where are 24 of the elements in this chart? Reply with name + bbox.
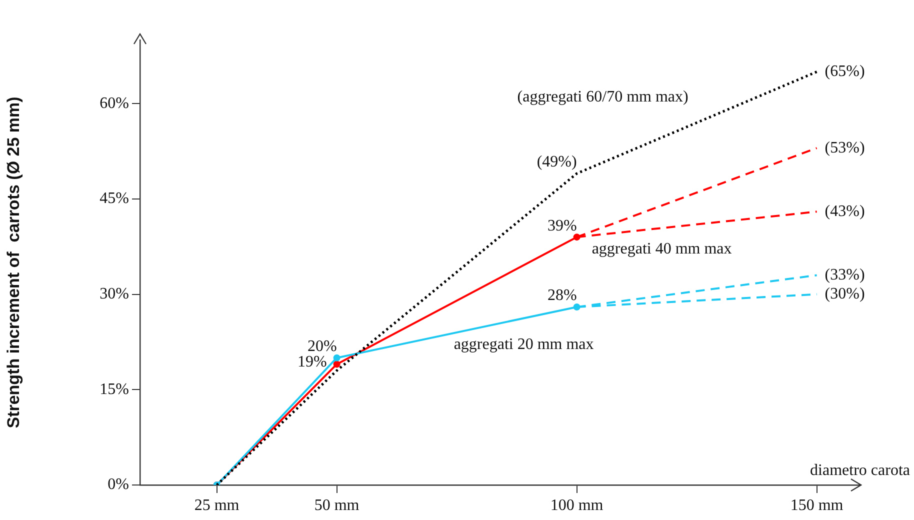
data-label: (65%)	[824, 62, 865, 80]
y-tick-label: 0%	[108, 476, 129, 494]
y-tick-label: 60%	[100, 94, 129, 112]
x-tick-label: 25 mm	[194, 496, 240, 514]
data-label: 39%	[547, 217, 577, 234]
x-tick-label: 100 mm	[550, 496, 604, 514]
data-label: 19%	[297, 353, 327, 370]
data-label: (53%)	[824, 139, 865, 156]
x-axis-title: diametro carota	[810, 462, 910, 480]
data-label: (49%)	[536, 154, 577, 171]
x-tick-label: 50 mm	[314, 496, 360, 514]
data-label: (43%)	[824, 202, 865, 220]
series-label: (aggregati 60/70 mm max)	[517, 88, 688, 106]
y-tick-label: 15%	[100, 380, 129, 398]
data-label: (30%)	[824, 285, 865, 302]
data-label: 20%	[307, 338, 337, 356]
series-label: aggregati 40 mm max	[592, 240, 732, 258]
data-label: (33%)	[824, 266, 865, 284]
y-tick-label: 30%	[100, 285, 129, 302]
x-tick-label: 150 mm	[790, 496, 844, 514]
data-label: 28%	[547, 287, 577, 304]
y-tick-label: 45%	[100, 190, 129, 208]
series-label: aggregati 20 mm max	[454, 336, 594, 354]
y-axis-title: Strength increment of carrots (Ø 25 mm)	[4, 96, 23, 428]
